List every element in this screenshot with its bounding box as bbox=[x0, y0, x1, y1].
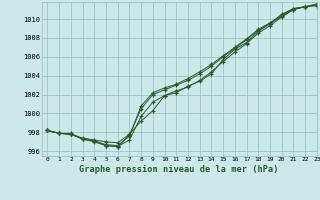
X-axis label: Graphe pression niveau de la mer (hPa): Graphe pression niveau de la mer (hPa) bbox=[79, 165, 279, 174]
